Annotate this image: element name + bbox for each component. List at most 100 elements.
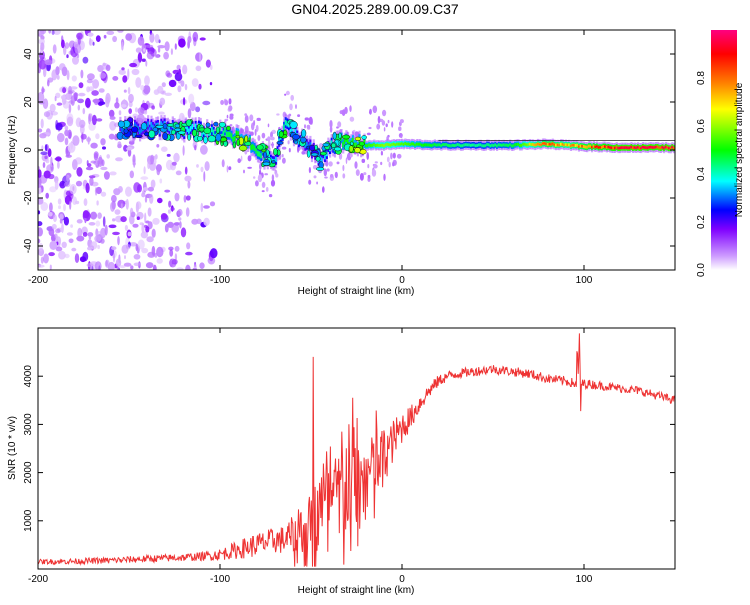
spectrogram-y-tick-label: 40 — [23, 48, 34, 60]
ridge-core — [451, 143, 454, 147]
noise-blob — [114, 102, 120, 109]
noise-blob — [87, 163, 92, 168]
ridge-core — [509, 143, 512, 147]
ridge-core — [458, 143, 461, 147]
ridge-core — [460, 144, 463, 148]
noise-blob — [143, 84, 151, 95]
noise-blob — [288, 148, 291, 153]
ridge-core — [582, 145, 586, 148]
ridge-core — [632, 146, 635, 150]
ridge-blob — [309, 144, 316, 152]
noise-blob — [88, 113, 91, 125]
ridge-core — [209, 130, 212, 137]
noise-blob — [38, 227, 43, 237]
noise-blob — [42, 162, 46, 168]
ridge-core — [453, 144, 456, 148]
ridge-core — [487, 143, 491, 147]
noise-blob — [123, 89, 127, 93]
noise-blob — [253, 120, 256, 126]
noise-blob — [366, 152, 370, 160]
noise-blob — [198, 83, 202, 90]
noise-blob — [55, 228, 61, 234]
noise-blob — [354, 161, 358, 169]
noise-blob — [109, 171, 117, 176]
ridge-blob — [218, 121, 226, 128]
figure-title: GN04.2025.289.00.09.C37 — [291, 1, 459, 17]
ridge-core — [342, 141, 345, 148]
noise-blob — [72, 56, 79, 65]
noise-blob — [207, 256, 216, 265]
noise-blob — [135, 77, 142, 88]
ridge-blob — [289, 120, 298, 129]
noise-blob — [186, 242, 191, 250]
noise-blob — [157, 197, 163, 204]
snr-x-tick-label: -200 — [28, 574, 48, 585]
noise-blob — [178, 38, 186, 48]
noise-blob — [281, 146, 287, 150]
ridge-peak — [535, 143, 538, 146]
ridge-blob — [236, 138, 241, 147]
snr-x-tick-label: 0 — [399, 574, 405, 585]
ridge-core — [466, 143, 469, 147]
ridge-core — [448, 144, 451, 148]
ridge-core — [365, 144, 368, 148]
noise-blob — [127, 86, 131, 95]
spectrogram-y-tick-label: 20 — [23, 96, 34, 108]
ridge-core — [353, 142, 356, 149]
ridge-core — [420, 143, 423, 147]
ridge-core — [248, 137, 251, 143]
ridge-core — [574, 144, 577, 147]
ridge-core — [258, 151, 261, 157]
noise-blob — [75, 117, 82, 128]
ridge-blob — [238, 145, 248, 152]
noise-blob — [120, 216, 127, 223]
noise-blob — [100, 138, 106, 146]
noise-blob — [86, 78, 93, 84]
ridge-core — [214, 133, 217, 140]
noise-blob — [155, 164, 162, 172]
noise-blob — [108, 109, 115, 118]
snr-y-tick-label: 2000 — [23, 461, 34, 484]
ridge-core — [615, 145, 618, 149]
spectrogram-y-tick-label: 0 — [23, 147, 34, 153]
noise-blob — [40, 118, 44, 129]
ridge-core — [252, 144, 255, 150]
noise-blob — [130, 265, 134, 270]
noise-blob — [261, 181, 266, 188]
noise-blob — [164, 41, 170, 52]
noise-blob — [131, 68, 140, 76]
noise-blob — [184, 83, 188, 91]
noise-blob — [54, 96, 57, 102]
ridge-peak — [528, 142, 532, 146]
noise-blob — [185, 251, 193, 256]
ridge-core — [274, 156, 278, 162]
ridge-blob — [322, 142, 330, 147]
ridge-core — [376, 143, 379, 147]
noise-blob — [147, 221, 153, 230]
noise-blob — [56, 74, 60, 80]
noise-blob — [89, 177, 94, 186]
noise-blob — [125, 186, 132, 197]
ridge-core — [268, 154, 271, 160]
noise-blob — [132, 162, 136, 166]
noise-blob — [200, 166, 204, 173]
ridge-core — [415, 142, 418, 146]
ridge-peak — [628, 146, 632, 150]
noise-blob — [100, 191, 107, 197]
noise-blob — [112, 218, 116, 222]
noise-blob — [328, 161, 333, 167]
noise-blob — [371, 169, 377, 177]
ridge-peak — [545, 142, 548, 146]
noise-blob — [189, 101, 196, 112]
noise-blob — [156, 258, 163, 264]
ridge-peak — [610, 146, 614, 150]
noise-blob — [168, 79, 177, 88]
noise-blob — [70, 224, 73, 228]
ridge-core — [489, 144, 492, 148]
noise-blob — [119, 265, 126, 269]
ridge-core — [237, 131, 240, 137]
noise-blob — [244, 115, 249, 123]
noise-blob — [107, 261, 115, 270]
noise-blob — [180, 227, 187, 238]
noise-blob — [89, 37, 92, 46]
